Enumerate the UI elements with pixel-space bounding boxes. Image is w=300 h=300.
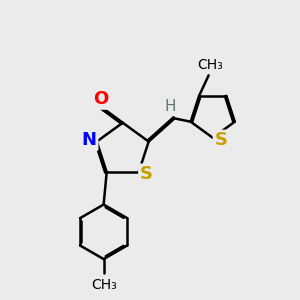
Text: CH₃: CH₃	[91, 278, 116, 292]
Text: O: O	[93, 90, 108, 108]
Text: S: S	[214, 131, 227, 149]
Text: H: H	[165, 99, 176, 114]
Text: N: N	[82, 131, 97, 149]
Text: CH₃: CH₃	[197, 58, 223, 72]
Text: S: S	[140, 165, 153, 183]
